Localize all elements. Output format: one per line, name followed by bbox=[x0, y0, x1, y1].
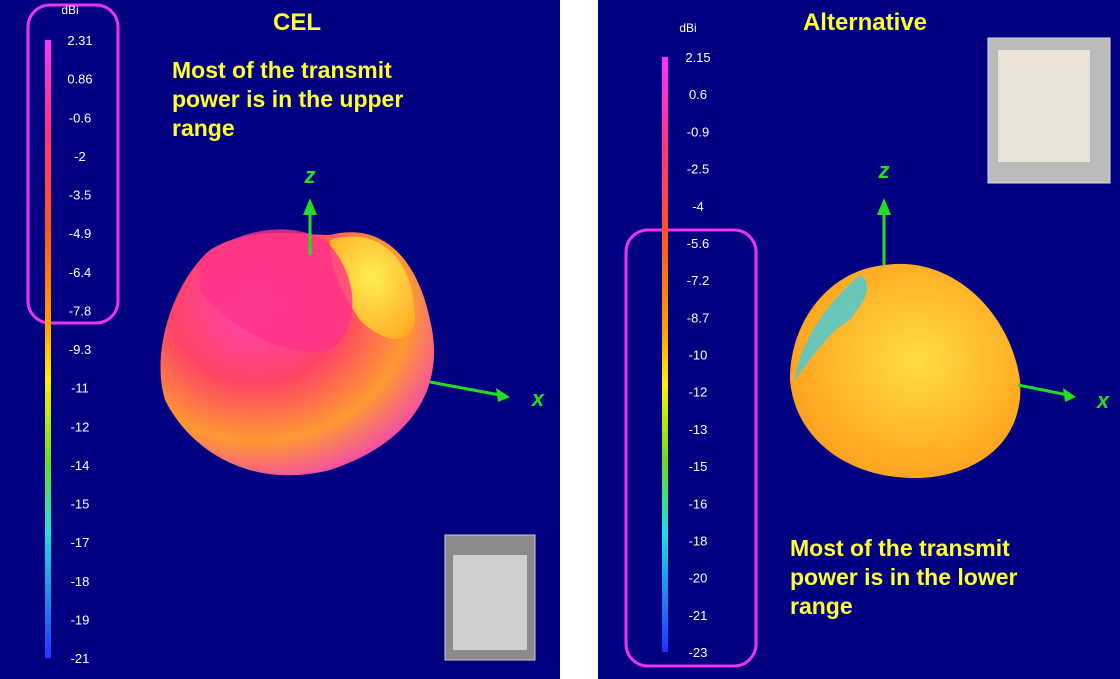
color-bar bbox=[662, 57, 668, 652]
axis-label: x bbox=[531, 386, 545, 411]
scale-label: -15 bbox=[689, 459, 708, 474]
scale-label: -18 bbox=[689, 533, 708, 548]
unit-label: dBi bbox=[679, 21, 696, 35]
scale-label: -14 bbox=[71, 458, 90, 473]
scale-label: -5.6 bbox=[687, 236, 709, 251]
color-bar bbox=[45, 40, 51, 658]
scale-label: 2.15 bbox=[685, 50, 710, 65]
scale-label: -6.4 bbox=[69, 265, 91, 280]
scale-label: -12 bbox=[689, 385, 708, 400]
scale-label: -7.2 bbox=[687, 273, 709, 288]
scale-label: -19 bbox=[71, 612, 90, 627]
scale-label: -20 bbox=[689, 571, 708, 586]
scale-label: 0.86 bbox=[67, 72, 92, 87]
scale-label: 2.31 bbox=[67, 33, 92, 48]
highlight bbox=[624, 228, 758, 668]
scale-label: -2 bbox=[74, 149, 86, 164]
unit-label: dBi bbox=[61, 3, 78, 17]
scale-label: -2.5 bbox=[687, 162, 709, 177]
scale-label: -3.5 bbox=[69, 188, 91, 203]
scale-label: -21 bbox=[689, 608, 708, 623]
scale-label: -9.3 bbox=[69, 342, 91, 357]
axis-label: x bbox=[1096, 388, 1110, 413]
annotation: range bbox=[172, 115, 235, 141]
radiation-pattern bbox=[790, 263, 1021, 479]
annotation: Most of the transmit bbox=[172, 57, 392, 83]
scale-label: -4 bbox=[692, 199, 704, 214]
panel-title: CEL bbox=[273, 9, 321, 36]
radiation-pattern bbox=[160, 229, 435, 476]
scale-label: -15 bbox=[71, 497, 90, 512]
scale-label: -11 bbox=[71, 381, 89, 396]
scale-label: -13 bbox=[689, 422, 708, 437]
scale-label: -16 bbox=[689, 496, 708, 511]
scale-label: -0.6 bbox=[69, 110, 91, 125]
annotation: range bbox=[790, 593, 853, 619]
panel-title: Alternative bbox=[803, 9, 927, 36]
axis-label: z bbox=[304, 163, 316, 188]
annotation: Most of the transmit bbox=[790, 535, 1010, 561]
scale-label: -8.7 bbox=[687, 310, 709, 325]
scale-label: -4.9 bbox=[69, 226, 91, 241]
scale-label: 0.6 bbox=[689, 87, 707, 102]
scale-label: -10 bbox=[689, 348, 708, 363]
scale-label: -21 bbox=[71, 651, 90, 666]
scale-label: -23 bbox=[689, 645, 708, 660]
scale-label: -18 bbox=[71, 574, 90, 589]
highlight bbox=[26, 3, 120, 325]
scale-label: -17 bbox=[71, 535, 90, 550]
annotation: power is in the upper bbox=[172, 86, 403, 112]
scale-label: -7.8 bbox=[69, 303, 91, 318]
scale-label: -12 bbox=[71, 419, 90, 434]
scale-label: -0.9 bbox=[687, 124, 709, 139]
axis-label: z bbox=[878, 158, 890, 183]
annotation: power is in the lower bbox=[790, 564, 1018, 590]
